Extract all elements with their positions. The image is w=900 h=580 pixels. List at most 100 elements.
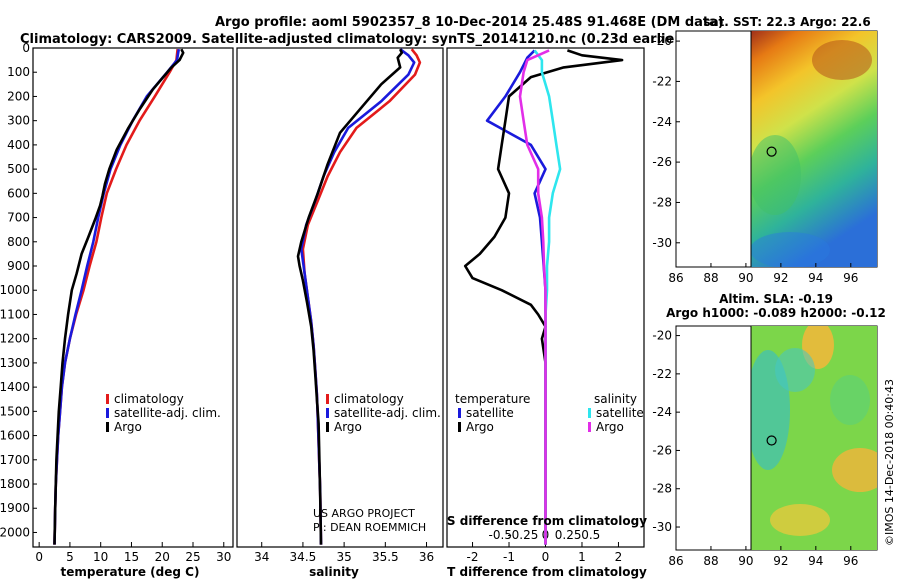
x-tick-label: 0 <box>542 550 550 564</box>
sst-cool-patch <box>751 135 801 215</box>
sla-mid-patch <box>830 375 870 425</box>
depth-tick-label: 1900 <box>0 501 30 515</box>
x-tick-label: 10 <box>93 550 108 564</box>
lon-tick-label: 92 <box>773 554 788 568</box>
legend-argo-label: Argo <box>114 420 142 434</box>
lat-tick-label: -28 <box>652 195 672 209</box>
depth-tick-label: 100 <box>7 65 30 79</box>
legend-s-satellite-swatch <box>588 408 591 418</box>
x-tick-label: 36 <box>419 550 434 564</box>
depth-tick-label: 800 <box>7 235 30 249</box>
s-diff-tick-label: -0.5 <box>489 528 512 542</box>
legend-t-argo-swatch <box>458 422 461 432</box>
salinity-xlabel: salinity <box>309 565 359 579</box>
legend-s-satellite-label: satellite <box>596 406 644 420</box>
legend-satellite-label: satellite-adj. clim. <box>114 406 221 420</box>
sst-map: sat. SST: 22.3 Argo: 22.6 86 88 90 92 94 96 -2… <box>652 15 878 285</box>
depth-tick-label: 1000 <box>0 283 30 297</box>
x-tick-label: 0 <box>35 550 43 564</box>
lat-tick-label: -20 <box>652 329 672 343</box>
depth-tick-label: 1300 <box>0 356 30 370</box>
legend-climatology-label: climatology <box>114 392 184 406</box>
x-tick-label: 35 <box>336 550 351 564</box>
depth-tick-label: 900 <box>7 259 30 273</box>
legend-satellite-swatch <box>106 408 109 418</box>
lon-tick-label: 90 <box>738 554 753 568</box>
lat-tick-label: -22 <box>652 74 672 88</box>
series-argo <box>53 48 185 545</box>
depth-tick-label: 600 <box>7 186 30 200</box>
legend-salinity-title: salinity <box>594 392 637 406</box>
sst-cold-patch <box>751 232 830 267</box>
difference-panel: -2 -1 0 1 2-0.5-0.25 0 0.25 0.5 temperature sat… <box>446 47 647 579</box>
x-tick-label: 34.5 <box>290 550 317 564</box>
lat-tick-label: -24 <box>652 405 672 419</box>
lat-tick-label: -30 <box>652 236 672 250</box>
legend-climatology-swatch <box>326 394 329 404</box>
lon-tick-label: 94 <box>808 271 823 285</box>
depth-tick-label: 500 <box>7 162 30 176</box>
legend-argo-swatch <box>106 422 109 432</box>
depth-tick-label: 700 <box>7 211 30 225</box>
lon-tick-label: 86 <box>668 554 683 568</box>
depth-tick-label: 2000 <box>0 525 30 539</box>
salinity-legend: climatology satellite-adj. clim. Argo <box>326 392 441 434</box>
legend-satellite-label: satellite-adj. clim. <box>334 406 441 420</box>
lon-tick-label: 86 <box>668 271 683 285</box>
x-tick-label: -2 <box>467 550 479 564</box>
argo-location-marker <box>766 435 777 446</box>
x-tick-label: 5 <box>66 550 74 564</box>
sst-map-title: sat. SST: 22.3 Argo: 22.6 <box>703 15 870 29</box>
depth-tick-label: 1600 <box>0 429 30 443</box>
legend-climatology-label: climatology <box>334 392 404 406</box>
series-s-argo <box>518 49 550 545</box>
temperature-diff-xlabel: T difference from climatology <box>447 565 647 579</box>
lon-tick-label: 88 <box>703 271 718 285</box>
salinity-panel: 34 34.5 35 35.5 36 climatology satellite-adj… <box>236 47 444 579</box>
legend-climatology-swatch <box>106 394 109 404</box>
temperature-xlabel: temperature (deg C) <box>61 565 200 579</box>
lat-tick-label: -26 <box>652 155 672 169</box>
argo-location-marker <box>766 146 777 157</box>
s-diff-tick-label: 0.25 <box>555 528 582 542</box>
temperature-panel: 0100200300400500600700800900100011001200… <box>0 41 234 579</box>
legend-satellite-swatch <box>326 408 329 418</box>
lat-tick-label: -20 <box>652 34 672 48</box>
sla-map-title: Altim. SLA: -0.19 <box>719 292 833 306</box>
salinity-plot-frame <box>236 47 444 548</box>
lon-tick-label: 92 <box>773 271 788 285</box>
x-tick-label: -1 <box>503 550 515 564</box>
lat-tick-label: -26 <box>652 443 672 457</box>
credit-pi: PI: DEAN ROEMMICH <box>313 521 426 534</box>
imos-timestamp: ©IMOS 14-Dec-2018 00:40:43 <box>883 379 896 546</box>
legend-argo-label: Argo <box>334 420 362 434</box>
x-tick-label: 34 <box>254 550 269 564</box>
depth-tick-label: 1400 <box>0 380 30 394</box>
sst-warm-patch <box>812 40 872 80</box>
lat-tick-label: -28 <box>652 482 672 496</box>
sla-high-patch <box>770 504 830 536</box>
depth-tick-label: 1800 <box>0 477 30 491</box>
lon-tick-label: 88 <box>703 554 718 568</box>
lat-tick-label: -30 <box>652 520 672 534</box>
depth-tick-label: 1500 <box>0 404 30 418</box>
lon-tick-label: 94 <box>808 554 823 568</box>
x-tick-label: 2 <box>615 550 623 564</box>
s-diff-tick-label: -0.25 <box>507 528 538 542</box>
legend-t-satellite-swatch <box>458 408 461 418</box>
legend-t-argo-label: Argo <box>466 420 494 434</box>
sla-high-patch <box>832 448 877 492</box>
temperature-diff-legend: temperature satellite Argo <box>455 392 530 434</box>
depth-tick-label: 300 <box>7 114 30 128</box>
legend-s-argo-label: Argo <box>596 420 624 434</box>
salinity-diff-xlabel: S difference from climatology <box>447 514 647 528</box>
depth-tick-label: 1200 <box>0 332 30 346</box>
lon-tick-label: 90 <box>738 271 753 285</box>
legend-t-satellite-label: satellite <box>466 406 514 420</box>
lon-tick-label: 96 <box>843 554 858 568</box>
lon-tick-label: 96 <box>843 271 858 285</box>
lat-tick-label: -24 <box>652 115 672 129</box>
depth-tick-label: 200 <box>7 89 30 103</box>
temperature-legend: climatology satellite-adj. clim. Argo <box>106 392 221 434</box>
